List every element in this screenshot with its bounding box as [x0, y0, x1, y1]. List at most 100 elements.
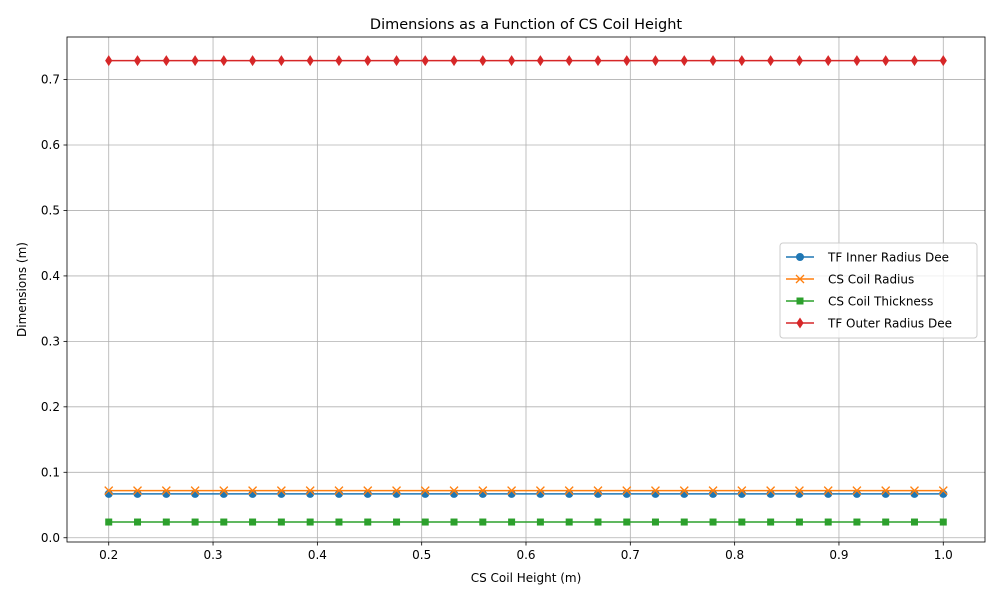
data-point	[708, 486, 718, 496]
data-point	[306, 518, 314, 526]
data-point	[364, 518, 372, 526]
marker-stroke	[679, 486, 689, 496]
data-point	[709, 518, 717, 526]
ticks: 0.2 0.3 0.4 0.5 0.6 0.7 0.8 0.9 1.0 0.0 0.1 0.2 0.3 0…	[41, 73, 953, 562]
data-point	[306, 55, 314, 67]
marker-stroke	[161, 486, 171, 496]
y-tick-label: 0.5	[41, 204, 60, 218]
marker-stroke	[219, 486, 229, 496]
data-point	[622, 486, 632, 496]
data-point	[421, 55, 429, 67]
x-tick-label: 0.5	[412, 548, 431, 562]
data-point	[767, 55, 775, 67]
marker-stroke	[363, 486, 373, 496]
data-point	[767, 518, 775, 526]
data-point	[852, 486, 862, 496]
legend-marker	[796, 317, 804, 329]
data-point	[680, 55, 688, 67]
y-tick-label: 0.1	[41, 465, 60, 479]
data-point	[594, 518, 602, 526]
marker-stroke	[737, 486, 747, 496]
data-point	[363, 486, 373, 496]
data-point	[248, 55, 257, 67]
marker-stroke	[708, 486, 718, 496]
data-point	[766, 486, 776, 496]
marker-stroke	[622, 486, 632, 496]
marker-stroke	[910, 486, 919, 496]
marker-stroke	[795, 274, 805, 284]
data-point	[161, 486, 171, 496]
data-point	[882, 55, 890, 67]
x-axis-label: CS Coil Height (m)	[471, 571, 582, 585]
legend: TF Inner Radius Dee CS Coil Radius CS Coil…	[779, 242, 978, 339]
marker-stroke	[449, 486, 459, 496]
x-tick-label: 0.3	[203, 548, 222, 562]
y-tick-label: 0.4	[41, 269, 60, 283]
data-point	[305, 486, 315, 496]
legend-label: TF Inner Radius Dee	[827, 250, 949, 264]
data-point	[594, 55, 602, 67]
data-point	[939, 55, 947, 67]
y-tick-label: 0.7	[41, 73, 60, 87]
marker-stroke	[104, 486, 114, 496]
series-2	[104, 486, 948, 496]
data-point	[220, 55, 228, 67]
data-point	[565, 518, 573, 526]
legend-box	[779, 242, 978, 339]
data-point	[938, 486, 948, 496]
data-point	[536, 55, 544, 67]
data-point	[479, 55, 487, 67]
data-point	[393, 518, 401, 526]
data-point	[680, 518, 688, 526]
data-point	[191, 55, 199, 67]
data-point	[277, 518, 285, 526]
x-tick-label: 0.7	[621, 548, 640, 562]
data-point	[134, 518, 142, 526]
data-point	[392, 55, 401, 67]
data-point	[335, 518, 343, 526]
legend-entry: CS Coil Thickness	[786, 294, 933, 308]
data-point	[507, 486, 517, 496]
marker-stroke	[133, 486, 142, 496]
y-tick-label: 0.2	[41, 400, 60, 414]
marker-stroke	[478, 486, 488, 496]
data-point	[824, 518, 832, 526]
data-point	[191, 518, 199, 526]
data-point	[535, 486, 545, 496]
data-point	[939, 518, 947, 526]
x-tick-label: 1.0	[934, 548, 953, 562]
data-point	[334, 486, 344, 496]
data-point	[335, 55, 343, 67]
data-point	[133, 55, 142, 67]
data-point	[105, 518, 113, 526]
data-point	[910, 55, 919, 67]
x-tick-label: 0.8	[725, 548, 744, 562]
data-point	[421, 518, 429, 526]
y-tick-label: 0.0	[41, 531, 60, 545]
data-point	[853, 55, 861, 67]
x-tick-label: 0.9	[829, 548, 848, 562]
data-point	[623, 55, 631, 67]
marker-stroke	[535, 486, 545, 496]
marker-stroke	[766, 486, 776, 496]
data-point	[219, 486, 229, 496]
series-3	[105, 518, 947, 526]
x-tick-label: 0.2	[99, 548, 118, 562]
data-point	[249, 518, 257, 526]
x-tick-label: 0.6	[516, 548, 535, 562]
data-point	[162, 55, 170, 67]
data-point	[190, 486, 200, 496]
marker-stroke	[420, 486, 430, 496]
legend-entry: TF Inner Radius Dee	[786, 250, 949, 264]
data-point	[738, 518, 746, 526]
data-point	[709, 55, 717, 67]
data-point	[276, 486, 286, 496]
data-point	[651, 55, 660, 67]
series-layer	[104, 55, 948, 526]
data-point	[105, 55, 113, 67]
marker-stroke	[938, 486, 948, 496]
data-point	[823, 486, 833, 496]
marker-stroke	[881, 486, 891, 496]
data-point	[449, 486, 459, 496]
legend-entry: TF Outer Radius Dee	[786, 316, 952, 330]
